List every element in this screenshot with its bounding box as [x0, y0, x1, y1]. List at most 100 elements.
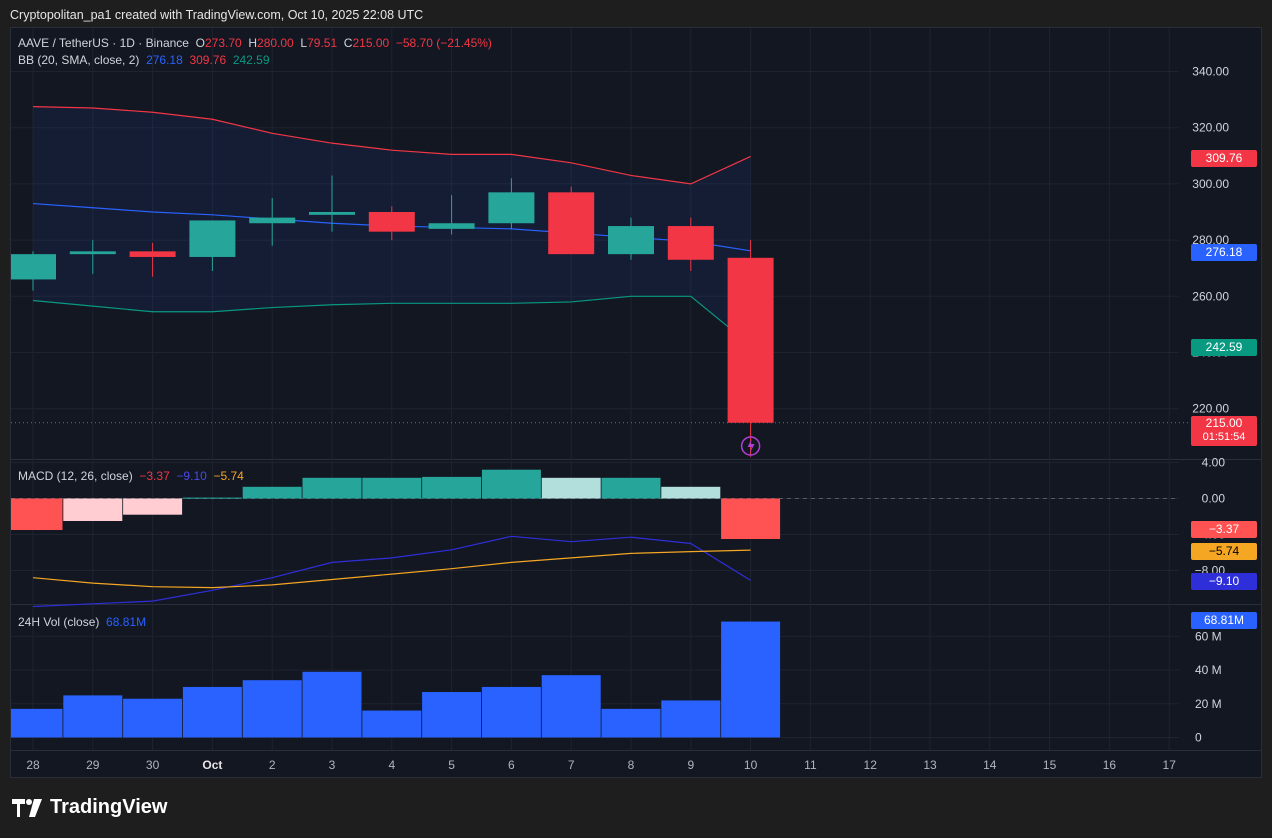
- time-tick-label: 7: [568, 758, 575, 772]
- volume-bar: [182, 686, 242, 738]
- candle-body: [488, 192, 535, 224]
- time-tick-label: 16: [1103, 758, 1117, 772]
- volume-bar: [362, 710, 422, 738]
- candle-body: [548, 192, 595, 255]
- high-label: H: [248, 36, 258, 50]
- bb-upper-value: 309.76: [189, 53, 227, 67]
- time-tick-label: 29: [86, 758, 100, 772]
- macd-label[interactable]: MACD (12, 26, close): [18, 469, 133, 483]
- volume-tick-label: 40 M: [1195, 663, 1222, 677]
- macd-hist-value: −3.37: [139, 469, 170, 483]
- time-tick-label: 12: [864, 758, 878, 772]
- volume-label[interactable]: 24H Vol (close): [18, 615, 100, 629]
- macd-histogram-bar: [302, 477, 362, 499]
- macd-histogram-bar: [242, 486, 302, 499]
- macd-legend: MACD (12, 26, close) −3.37 −9.10 −5.74: [18, 469, 244, 483]
- bollinger-upper-line: [32, 106, 751, 185]
- macd-line: [32, 535, 751, 608]
- volume-bar: [63, 695, 123, 738]
- volume-value: 68.81M: [106, 615, 147, 629]
- bb-label[interactable]: BB (20, SMA, close, 2): [18, 53, 140, 67]
- volume-bar: [242, 680, 302, 738]
- candle-body: [428, 223, 475, 229]
- tradingview-logo-text: TradingView: [50, 796, 168, 818]
- candle-body: [608, 226, 654, 255]
- time-tick-label: 8: [628, 758, 635, 772]
- macd-signal-tag: −5.74: [1191, 543, 1257, 560]
- flash-icon: [740, 436, 761, 456]
- open-label: O: [195, 36, 205, 50]
- bb-basis-tag: 276.18: [1191, 244, 1257, 261]
- price-legend: AAVE / TetherUS · 1D · Binance O273.70 H…: [18, 36, 492, 50]
- tradingview-logo[interactable]: TradingView: [12, 796, 167, 819]
- time-tick-label: 10: [744, 758, 758, 772]
- close-label: C: [343, 36, 353, 50]
- macd-histogram-bar: [182, 497, 242, 499]
- price-tick-label: 300.00: [1192, 177, 1229, 191]
- time-tick-label: 5: [448, 758, 455, 772]
- time-tick-label: 9: [687, 758, 694, 772]
- volume-tag: 68.81M: [1191, 612, 1257, 629]
- time-tick-label: 6: [508, 758, 515, 772]
- bb-lower-value: 242.59: [232, 53, 270, 67]
- low-value: 79.51: [307, 36, 338, 50]
- candle-body: [727, 257, 774, 423]
- flash-icon-bolt: [747, 439, 755, 453]
- volume-bar: [11, 708, 63, 738]
- high-value: 280.00: [257, 36, 294, 50]
- volume-bar: [422, 692, 482, 738]
- candle-body: [368, 212, 415, 232]
- time-tick-label: 28: [26, 758, 40, 772]
- macd-signal-value: −5.74: [213, 469, 244, 483]
- time-tick-label: 17: [1163, 758, 1177, 772]
- change-value: −58.70 (−21.45%): [395, 36, 492, 50]
- macd-signal-line: [32, 549, 751, 589]
- macd-histogram-bar: [362, 477, 422, 499]
- volume-bar: [541, 675, 601, 738]
- macd-hist-tag: −3.37: [1191, 521, 1257, 538]
- time-tick-label: 2: [269, 758, 276, 772]
- macd-histogram-bar: [11, 498, 63, 530]
- macd-tick-label: 0.00: [1202, 492, 1226, 506]
- last-price-tag: 215.00 01:51:54: [1191, 416, 1257, 446]
- bb-legend: BB (20, SMA, close, 2) 276.18 309.76 242…: [18, 53, 270, 67]
- candle-body: [249, 217, 296, 224]
- macd-line-tag: −9.10: [1191, 573, 1257, 590]
- volume-tick-label: 60 M: [1195, 629, 1222, 643]
- price-tick-label: 320.00: [1192, 121, 1229, 135]
- volume-bar: [481, 686, 541, 738]
- volume-bar: [123, 698, 183, 738]
- macd-histogram-bar: [481, 469, 541, 499]
- time-tick-label: 3: [329, 758, 336, 772]
- macd-histogram-bar: [63, 498, 123, 521]
- candle-body: [69, 251, 116, 255]
- macd-histogram-bar: [123, 498, 183, 515]
- macd-histogram-bar: [422, 476, 482, 499]
- macd-histogram-bar: [661, 486, 721, 499]
- macd-line-value: −9.10: [176, 469, 207, 483]
- price-tick-label: 280.00: [1192, 233, 1229, 247]
- price-tick-label: 220.00: [1192, 402, 1229, 416]
- candle-body: [129, 251, 176, 257]
- volume-bar: [601, 708, 661, 738]
- volume-bar: [721, 621, 781, 738]
- candle-body: [667, 226, 714, 260]
- macd-tick-label: 4.00: [1202, 456, 1226, 470]
- candle-body: [309, 212, 355, 215]
- time-tick-label: 30: [146, 758, 160, 772]
- symbol-label[interactable]: AAVE / TetherUS · 1D · Binance: [18, 36, 189, 50]
- bollinger-lower-line: [32, 295, 751, 346]
- low-label: L: [300, 36, 308, 50]
- bb-upper-tag: 309.76: [1191, 150, 1257, 167]
- volume-legend: 24H Vol (close) 68.81M: [18, 615, 146, 629]
- tradingview-logo-icon: [12, 798, 42, 817]
- volume-bar: [302, 671, 362, 738]
- time-tick-label: 11: [804, 758, 817, 772]
- time-tick-label: 14: [983, 758, 997, 772]
- candle-body: [11, 254, 56, 280]
- time-tick-label: Oct: [202, 758, 222, 772]
- bb-lower-tag: 242.59: [1191, 339, 1257, 356]
- chart-frame[interactable]: 28 29 30 Oct 2 3 4 5 6 7 8 9 10 11 12 13 14 15 16 17 220.00 2…: [10, 27, 1262, 778]
- time-tick-label: 4: [388, 758, 395, 772]
- chart-svg[interactable]: 28 29 30 Oct 2 3 4 5 6 7 8 9 10 11 12 13 14 15 16 17220.002…: [11, 28, 1261, 777]
